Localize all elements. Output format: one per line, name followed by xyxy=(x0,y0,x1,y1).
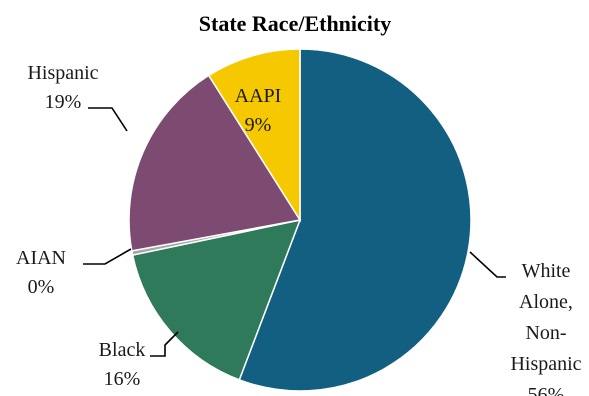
data-label-aian: AIAN 0% xyxy=(16,247,66,298)
pie-slice-white-alone-non-hispanic xyxy=(238,48,472,392)
data-label-white-alone-non-hispanic: White Alone, Non-Hispanic 56% xyxy=(510,260,581,396)
pie-slice-hispanic xyxy=(128,74,302,252)
data-label-black: Black 16% xyxy=(99,339,146,390)
leader-line-black xyxy=(150,331,179,357)
pie-slice-aapi xyxy=(207,48,301,223)
leader-line-white-alone-non-hispanic xyxy=(469,251,506,278)
data-label-hispanic: Hispanic 19% xyxy=(27,62,98,113)
leader-line-hispanic xyxy=(88,107,128,132)
pie-labels: White Alone, Non-Hispanic 56% Black 16% AIAN 0%… xyxy=(16,62,582,396)
pie-slices xyxy=(128,48,472,392)
pie-slice-black xyxy=(131,218,302,381)
leader-line-aian xyxy=(83,248,132,265)
data-label-aapi: AAPI 9% xyxy=(235,85,282,136)
chart-title: State Race/Ethnicity xyxy=(199,11,391,36)
